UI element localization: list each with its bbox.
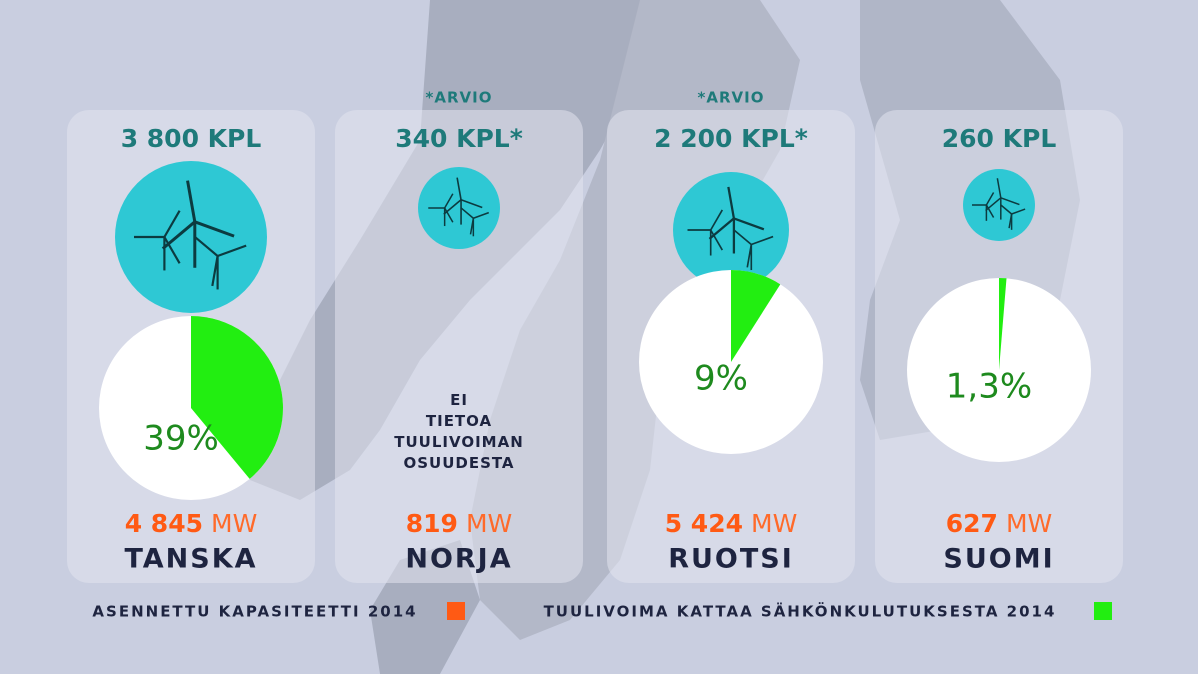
turbine-circle xyxy=(673,172,789,288)
turbine-count: 2 200 KPL* xyxy=(654,124,808,153)
turbine-blade xyxy=(1000,204,1013,215)
capacity-unit: MW xyxy=(751,509,797,538)
turbine-blade xyxy=(217,244,247,258)
turbine-blade xyxy=(996,178,1002,198)
turbine-blade xyxy=(1008,213,1013,229)
turbine-count: 3 800 KPL xyxy=(121,124,262,153)
share-label: 1,3% xyxy=(946,367,1032,407)
turbine-blade xyxy=(163,236,181,264)
pie-slice xyxy=(999,278,1007,370)
turbine-icons xyxy=(972,178,1026,230)
turbine-blade xyxy=(469,218,475,235)
turbine-icons xyxy=(428,177,490,237)
turbine-blade xyxy=(727,186,736,219)
country-name: NORJA xyxy=(405,544,512,575)
turbine-icons xyxy=(134,180,247,290)
panel-card xyxy=(335,110,583,583)
country-panel: 3 800 KPL 39% 4 845 MW TANSKA xyxy=(67,110,315,583)
capacity-value: 5 424 xyxy=(665,509,743,538)
turbine-blade xyxy=(163,210,181,238)
capacity-value: 627 xyxy=(946,509,998,538)
capacity: 5 424 MW xyxy=(665,509,798,538)
turbine-count: 260 KPL xyxy=(942,124,1057,153)
share-label: 9% xyxy=(694,359,748,399)
share-label: 39% xyxy=(143,419,219,459)
turbine-blade xyxy=(444,193,454,209)
turbine-blade xyxy=(456,177,462,200)
turbine-blade xyxy=(186,180,197,223)
turbine-blade xyxy=(473,211,490,219)
country-panel: 260 KPL 1,3% 627 MW SUOMI xyxy=(875,110,1123,583)
country-name: SUOMI xyxy=(943,544,1054,575)
turbine-blade xyxy=(1011,208,1026,215)
estimate-note: *ARVIO xyxy=(698,89,765,107)
capacity: 4 845 MW xyxy=(125,509,258,538)
no-data-text: EI TIETOA TUULIVOIMAN OSUUDESTA xyxy=(394,391,524,472)
pie-slice xyxy=(731,270,781,362)
legend: ASENNETTU KAPASITEETTI 2014 TUULIVOIMA K… xyxy=(92,602,1112,621)
turbine-blade xyxy=(460,207,474,219)
turbine-blade xyxy=(985,204,995,218)
turbine-blade xyxy=(1000,197,1020,206)
pie-slice xyxy=(191,316,284,479)
capacity-value: 4 845 xyxy=(125,509,203,538)
turbine-blade xyxy=(193,235,219,257)
turbine-circle xyxy=(963,169,1035,241)
capacity: 819 MW xyxy=(406,509,512,538)
turbine-blade xyxy=(460,199,483,209)
turbine-count: 340 KPL* xyxy=(395,124,523,153)
turbine-blade xyxy=(444,207,454,223)
country-name: RUOTSI xyxy=(668,544,794,575)
turbine-blade xyxy=(732,228,752,246)
panels: 3 800 KPL 39% 4 845 MW TANSKA *ARVIO 340 KPL* E… xyxy=(67,89,1123,583)
capacity: 627 MW xyxy=(946,509,1052,538)
legend-capacity-swatch xyxy=(447,602,465,620)
legend-share-swatch xyxy=(1094,602,1112,620)
turbine-blade xyxy=(985,192,995,206)
capacity-value: 819 xyxy=(406,509,458,538)
legend-capacity: ASENNETTU KAPASITEETTI 2014 xyxy=(92,603,417,621)
capacity-unit: MW xyxy=(211,509,257,538)
capacity-unit: MW xyxy=(1006,509,1052,538)
turbine-blade xyxy=(746,244,753,268)
legend-share: TUULIVOIMA KATTAA SÄHKÖNKULUTUKSESTA 201… xyxy=(544,602,1057,621)
estimate-note: *ARVIO xyxy=(426,89,493,107)
country-panel: *ARVIO 2 200 KPL* 9% 5 424 MW RUOTSI xyxy=(607,89,855,583)
turbine-blade xyxy=(751,235,774,246)
turbine-blade xyxy=(709,229,724,251)
turbine-blade xyxy=(709,209,724,231)
turbine-blade xyxy=(211,255,219,287)
turbine-circle xyxy=(115,161,267,313)
turbine-icons xyxy=(687,186,774,271)
country-name: TANSKA xyxy=(124,544,257,575)
capacity-unit: MW xyxy=(466,509,512,538)
turbine-blade xyxy=(733,217,765,231)
country-panel: *ARVIO 340 KPL* EI TIETOA TUULIVOIMAN OSUUDES… xyxy=(335,89,583,583)
turbine-blade xyxy=(194,220,235,238)
turbine-circle xyxy=(418,167,500,249)
